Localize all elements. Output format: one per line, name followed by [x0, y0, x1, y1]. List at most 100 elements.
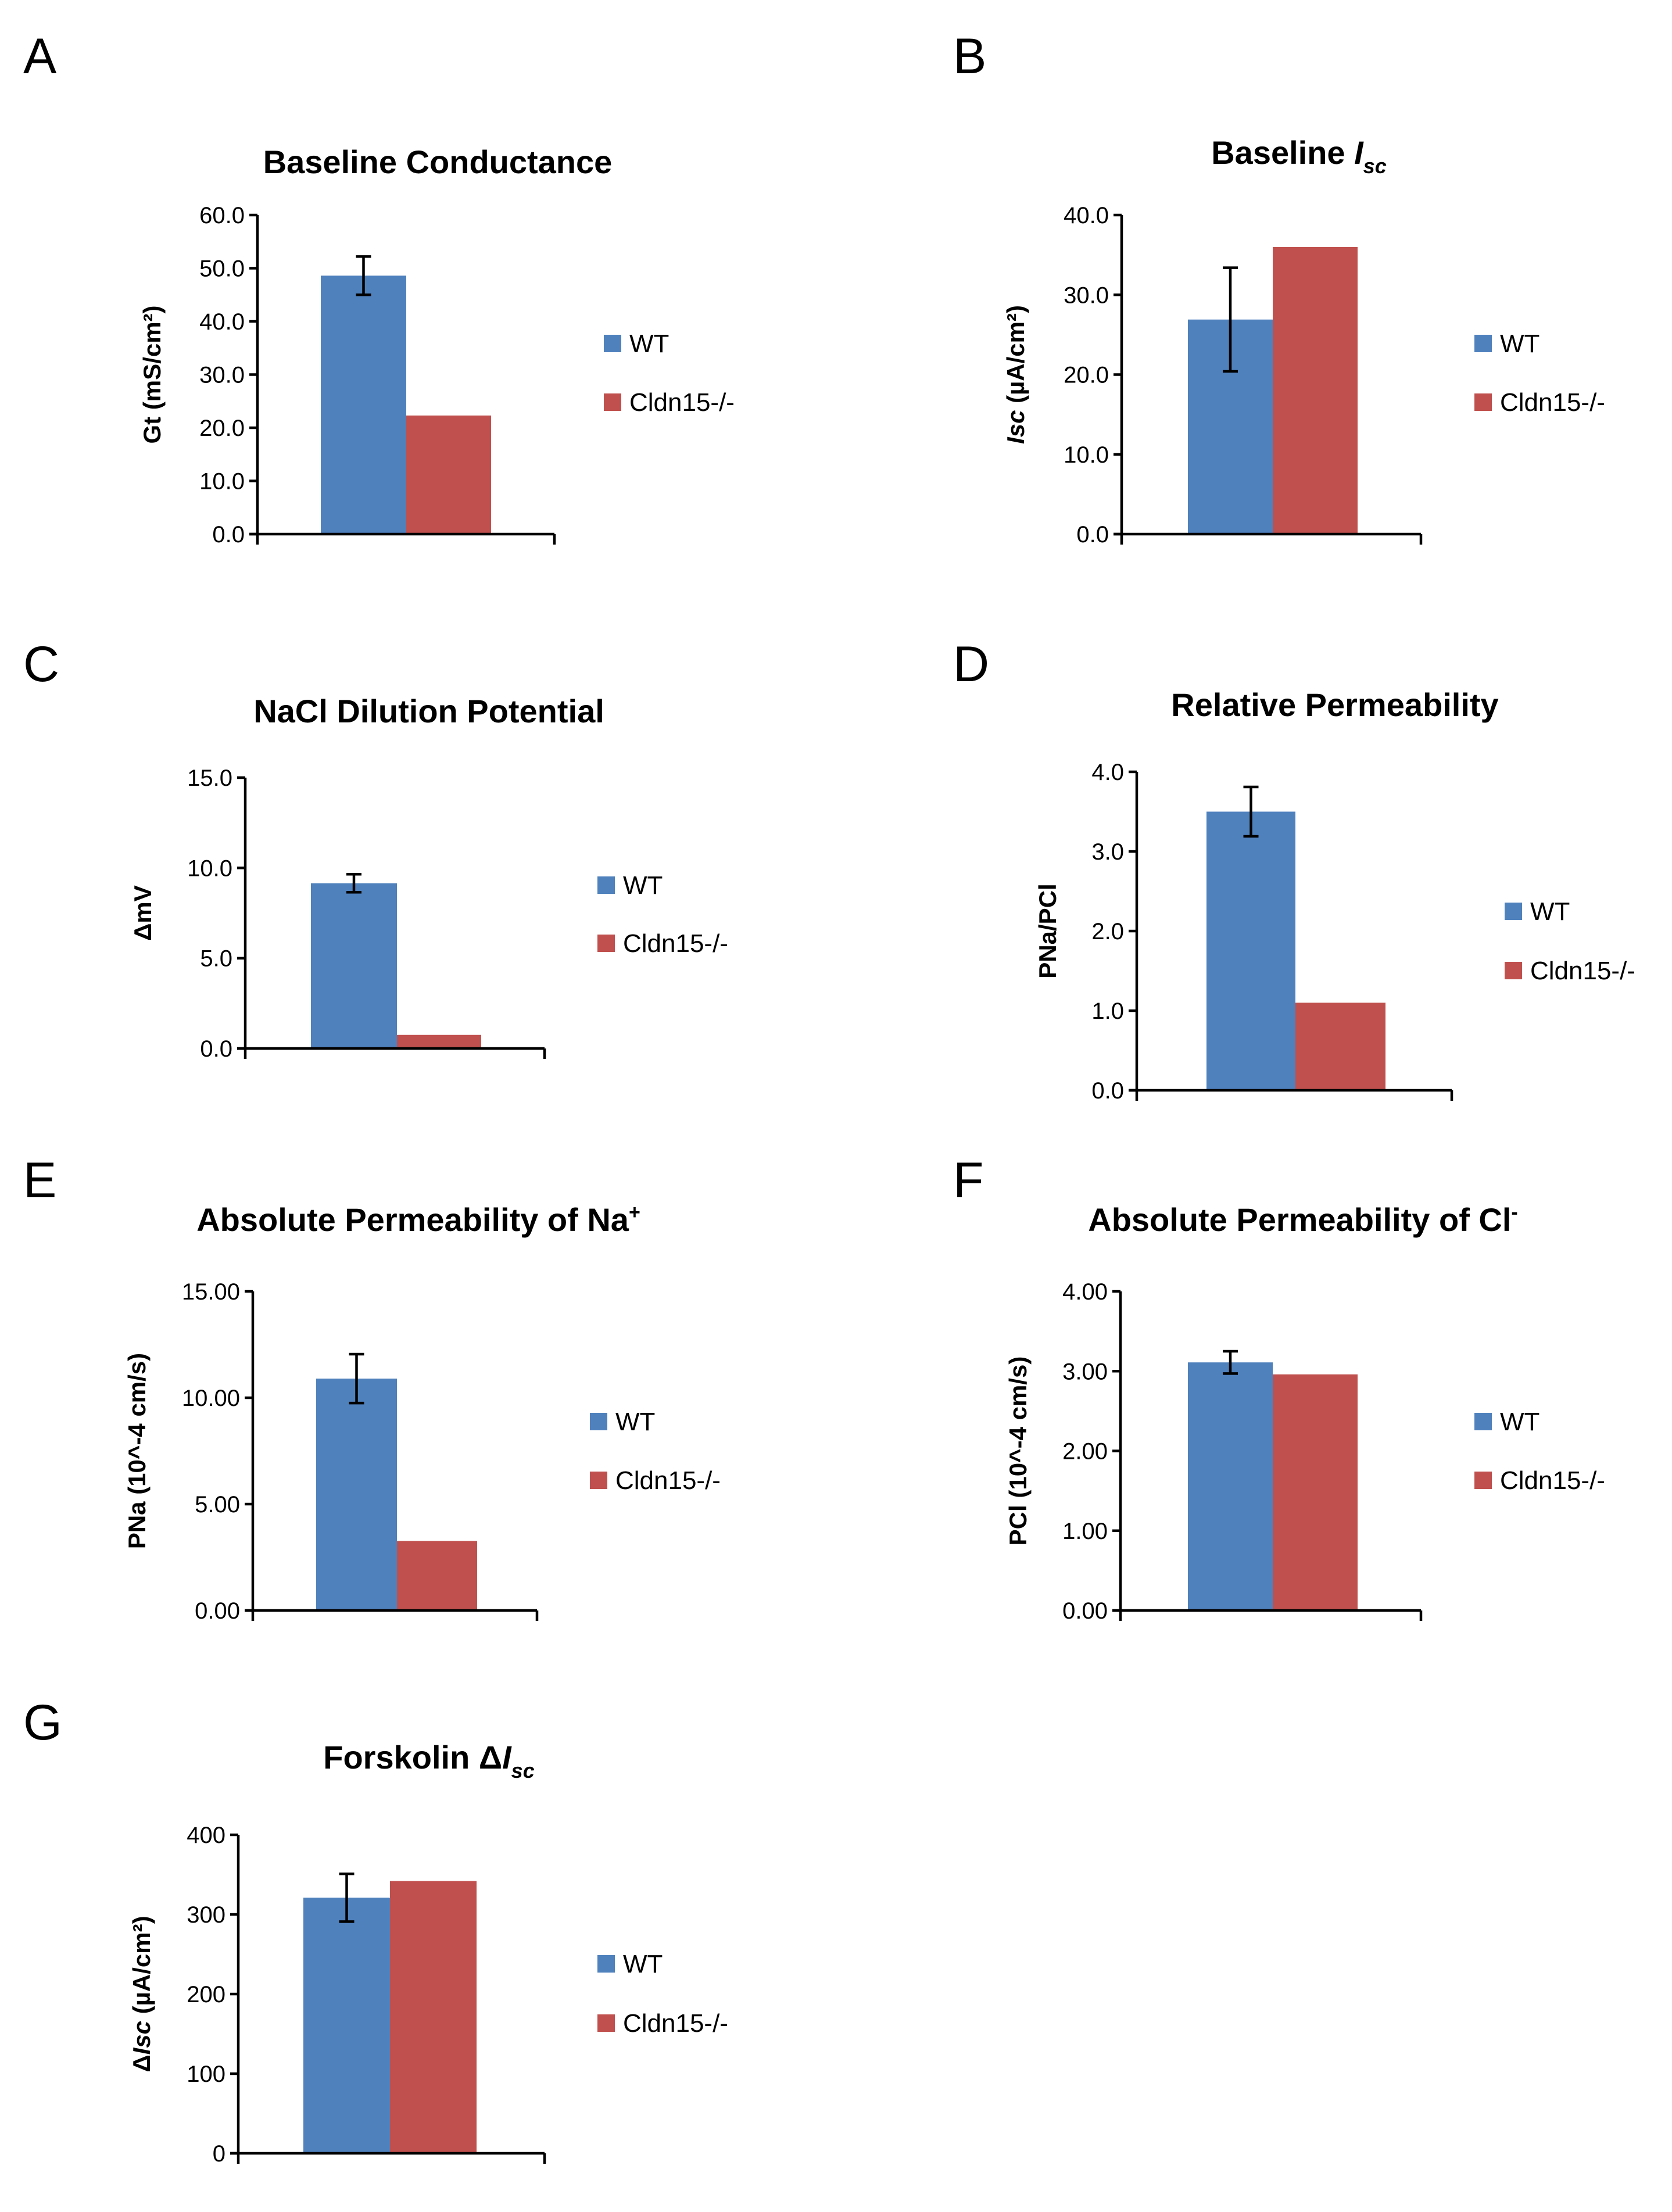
- legend-label-cldn15: Cldn15-/-: [623, 2009, 728, 2038]
- legend: WT Cldn15-/-: [1505, 897, 1635, 985]
- y-tick-label: 10.00: [182, 1386, 240, 1411]
- chart-title: Baseline Conductance: [263, 144, 613, 180]
- text-part: sc: [511, 1759, 535, 1783]
- panel-label: G: [23, 1695, 62, 1751]
- legend-swatch-cldn15: [604, 393, 621, 411]
- chart-title: Baseline Isc: [1211, 134, 1387, 178]
- text-part: Gt (mS/cm²): [138, 305, 166, 443]
- y-tick-label: 0.0: [1076, 522, 1109, 547]
- legend-swatch-wt: [1474, 335, 1492, 352]
- legend: WT Cldn15-/-: [604, 330, 735, 417]
- y-axis-label: Isc (µA/cm²): [1002, 305, 1029, 444]
- y-tick-label: 10.0: [1064, 442, 1109, 468]
- bars: [311, 872, 481, 1048]
- legend-swatch-cldn15: [597, 2014, 615, 2032]
- y-tick-label: 3.0: [1091, 839, 1124, 865]
- panel-label: B: [953, 28, 986, 84]
- y-tick-label: 3.00: [1062, 1359, 1108, 1384]
- chart-panel-f: F Absolute Permeability of Cl- 0.00 1.00 2.0…: [953, 1152, 1605, 1624]
- legend-swatch-wt: [1474, 1413, 1492, 1430]
- error-bar: [1223, 1350, 1238, 1375]
- chart-title: Forskolin ΔIsc: [323, 1739, 534, 1783]
- chart-panel-d: D Relative Permeability 0.0 1.0 2.0 3.0 4.0 PNa…: [953, 636, 1635, 1104]
- bar-cldn15: [1273, 1374, 1358, 1610]
- legend-swatch-wt: [1505, 903, 1522, 920]
- y-tick-label: 4.00: [1062, 1279, 1108, 1305]
- bars: [1188, 1350, 1358, 1610]
- legend: WT Cldn15-/-: [590, 1408, 721, 1495]
- y-tick-label: 20.0: [1064, 363, 1109, 388]
- text-part: I: [502, 1739, 512, 1776]
- text-part: Baseline: [1211, 134, 1354, 171]
- y-tick-label: 30.0: [199, 363, 245, 388]
- y-tick-label: 30.0: [1064, 282, 1109, 308]
- bars: [321, 255, 491, 534]
- legend-swatch-cldn15: [1505, 962, 1522, 979]
- bar-cldn15: [397, 1035, 481, 1048]
- y-tick-label: 10.0: [187, 856, 232, 881]
- bar-wt: [321, 275, 406, 534]
- y-axis-label: ΔmV: [129, 885, 156, 941]
- y-tick-label: 4.0: [1091, 760, 1124, 785]
- bar-wt: [316, 1379, 397, 1610]
- chart-title: Absolute Permeability of Na+: [196, 1201, 640, 1238]
- y-axis-label: PNa/PCl: [1034, 883, 1061, 978]
- y-axis-label: Gt (mS/cm²): [138, 305, 166, 443]
- y-axis-label: PNa (10^-4 cm/s): [123, 1353, 151, 1549]
- chart-title: Relative Permeability: [1171, 686, 1498, 723]
- chart-title: Absolute Permeability of Cl-: [1088, 1201, 1517, 1238]
- y-tick-label: 100: [187, 2061, 225, 2087]
- legend-label-wt: WT: [1500, 1408, 1539, 1436]
- legend-swatch-cldn15: [1474, 1472, 1492, 1489]
- y-tick-label: 50.0: [199, 256, 245, 282]
- y-tick-label: 1.00: [1062, 1519, 1108, 1544]
- y-tick-label: 400: [187, 1823, 225, 1848]
- bars: [1188, 246, 1358, 534]
- y-tick-label: 0: [213, 2141, 225, 2167]
- legend-label-wt: WT: [629, 330, 669, 358]
- text-part: PCl (10^-4 cm/s): [1004, 1356, 1032, 1546]
- error-bar: [356, 255, 371, 296]
- y-tick-label: 0.0: [200, 1036, 232, 1062]
- legend-label-wt: WT: [623, 1950, 663, 1978]
- bars: [316, 1352, 477, 1610]
- text-part: (µA/cm²): [1002, 305, 1029, 410]
- legend-swatch-cldn15: [597, 935, 615, 952]
- error-bar: [339, 1872, 355, 1923]
- legend: WT Cldn15-/-: [1474, 330, 1605, 417]
- bar-wt: [303, 1898, 390, 2153]
- legend-swatch-wt: [604, 335, 621, 352]
- legend-label-cldn15: Cldn15-/-: [1500, 1466, 1605, 1495]
- y-axis-label: PCl (10^-4 cm/s): [1004, 1356, 1032, 1546]
- panel-label: A: [23, 28, 57, 84]
- legend-label-wt: WT: [1530, 897, 1570, 926]
- text-part: PNa (10^-4 cm/s): [123, 1353, 151, 1549]
- bar-cldn15: [390, 1881, 477, 2153]
- bar-wt: [311, 883, 397, 1048]
- text-part: Relative Permeability: [1171, 686, 1498, 723]
- y-tick-label: 10.0: [199, 469, 245, 495]
- text-part: (µA/cm²): [128, 1916, 155, 2021]
- text-part: NaCl Dilution Potential: [253, 693, 604, 729]
- legend-swatch-wt: [597, 1955, 615, 1973]
- text-part: Isc: [1002, 410, 1029, 444]
- bar-cldn15: [1295, 1003, 1385, 1090]
- y-tick-label: 15.0: [187, 765, 232, 791]
- bar-cldn15: [406, 415, 491, 534]
- bar-wt: [1206, 811, 1295, 1090]
- bar-cldn15: [397, 1541, 477, 1610]
- y-axis-label: ΔIsc (µA/cm²): [128, 1916, 155, 2072]
- y-tick-label: 2.00: [1062, 1439, 1108, 1465]
- y-tick-label: 20.0: [199, 416, 245, 441]
- chart-panel-b: B Baseline Isc 0.0 10.0 20.0 30.0 40.0 Isc (µA/…: [953, 28, 1605, 547]
- text-part: Isc: [128, 2021, 155, 2054]
- text-part: Baseline Conductance: [263, 144, 613, 180]
- legend-swatch-cldn15: [1474, 393, 1492, 411]
- y-tick-label: 200: [187, 1982, 225, 2007]
- panel-label: E: [23, 1152, 56, 1208]
- text-part: PNa/PCl: [1034, 883, 1061, 978]
- panel-label: D: [953, 636, 989, 692]
- y-tick-label: 0.00: [1062, 1598, 1108, 1624]
